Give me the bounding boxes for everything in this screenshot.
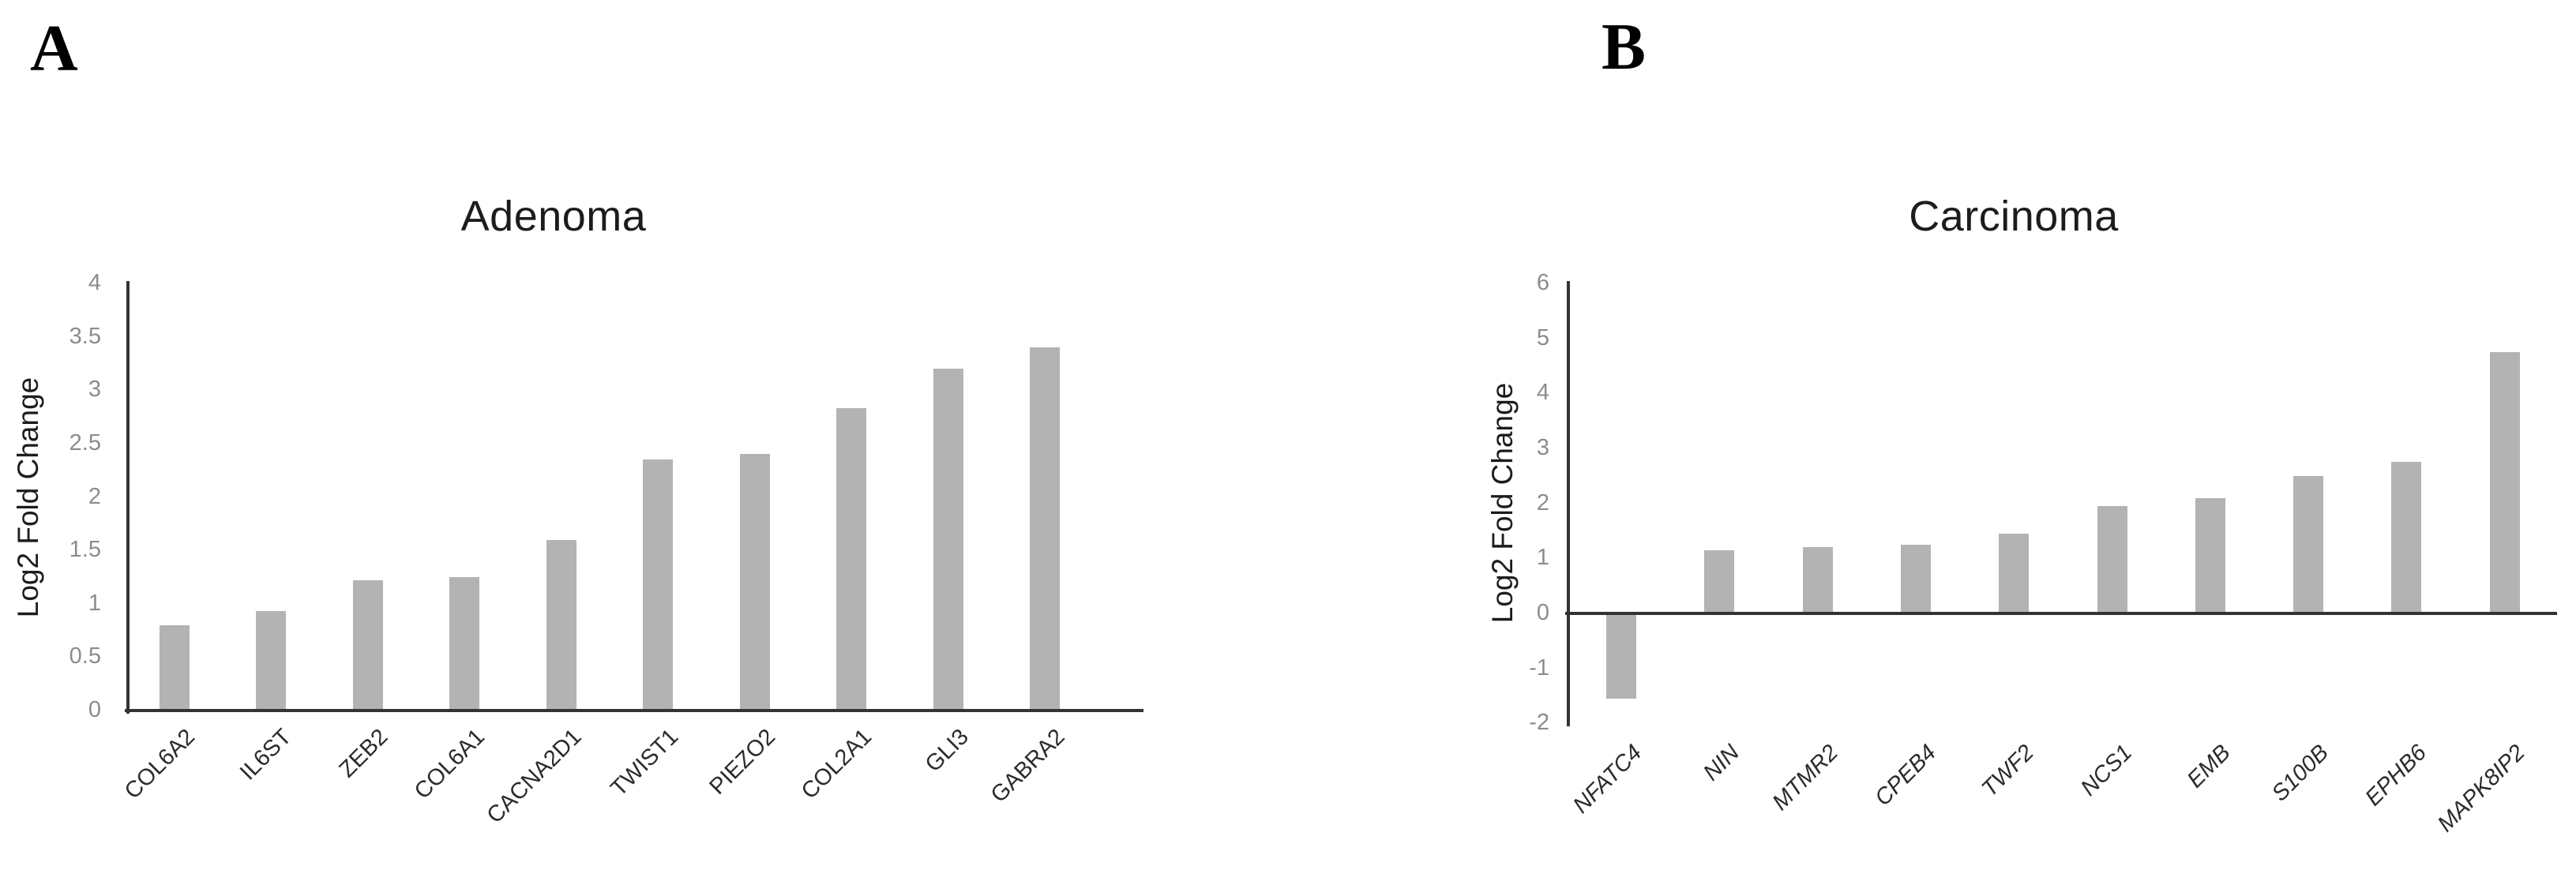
x-category-label: NIN <box>1699 740 1745 786</box>
panel-b-letter: B <box>1602 10 1647 84</box>
y-tick-label: 5 <box>1536 324 1549 351</box>
bar-IL6ST <box>256 611 287 711</box>
x-axis-line <box>1565 612 2557 615</box>
bar-CACNA2D1 <box>546 539 576 711</box>
y-tick-label: 1 <box>88 590 101 616</box>
y-tick-label: 4 <box>88 269 101 295</box>
bar-NFATC4 <box>1606 613 1636 699</box>
x-category-label: CACNA2D1 <box>482 724 587 829</box>
y-axis-line <box>126 281 130 714</box>
x-category-label: IL6ST <box>235 724 297 786</box>
y-tick-label: 4 <box>1536 380 1549 406</box>
bar-MAPK8IP2 <box>2489 351 2520 613</box>
bar-MTMR2 <box>1802 547 1833 613</box>
x-category-label: EPHB6 <box>2360 740 2432 812</box>
x-category-label: NFATC4 <box>1568 740 1647 819</box>
x-category-label: MAPK8IP2 <box>2432 740 2530 838</box>
y-tick-label: -2 <box>1529 710 1549 736</box>
x-category-label: PIEZO2 <box>704 724 780 800</box>
bar-CPEB4 <box>1900 544 1931 613</box>
y-tick-label: 1.5 <box>69 536 101 562</box>
y-tick-label: 2 <box>88 483 101 509</box>
bar-GABRA2 <box>1030 347 1061 711</box>
x-category-label: NCS1 <box>2076 740 2138 802</box>
bar-TWIST1 <box>643 459 674 711</box>
y-tick-label: 3.5 <box>69 323 101 349</box>
x-category-label: TWF2 <box>1977 740 2040 803</box>
x-category-label: GLI3 <box>920 724 974 778</box>
x-category-label: MTMR2 <box>1767 740 1843 816</box>
x-category-label: COL6A1 <box>409 724 490 804</box>
bar-ZEB2 <box>352 579 383 711</box>
bar-S100B <box>2293 475 2324 613</box>
x-category-label: CPEB4 <box>1869 740 1941 812</box>
x-axis-line <box>125 709 1143 712</box>
x-category-label: COL6A2 <box>119 724 200 804</box>
x-category-label: S100B <box>2266 740 2334 807</box>
bar-NCS1 <box>2097 506 2127 613</box>
y-tick-label: -1 <box>1529 654 1549 681</box>
bar-PIEZO2 <box>739 454 770 711</box>
y-tick-label: 6 <box>1536 269 1549 295</box>
y-axis-line <box>1567 280 1570 727</box>
bar-COL6A2 <box>160 624 190 711</box>
x-category-label: EMB <box>2182 740 2236 793</box>
y-tick-label: 0 <box>1536 599 1549 625</box>
bar-EMB <box>2195 497 2225 613</box>
bar-TWF2 <box>1999 533 2030 613</box>
bar-COL2A1 <box>836 408 867 711</box>
bar-EPHB6 <box>2391 462 2422 613</box>
y-tick-label: 0 <box>88 696 101 722</box>
panel-a-letter: A <box>30 12 78 85</box>
y-tick-label: 3 <box>1536 434 1549 460</box>
bar-NIN <box>1704 549 1735 613</box>
adenoma-chart-title: Adenoma <box>460 193 647 240</box>
x-category-label: GABRA2 <box>986 724 1070 808</box>
x-category-label: ZEB2 <box>334 724 393 783</box>
y-tick-label: 2.5 <box>69 429 101 456</box>
carcinoma-chart-title: Carcinoma <box>1909 193 2119 240</box>
y-tick-label: 2 <box>1536 489 1549 516</box>
y-tick-label: 0.5 <box>69 643 101 669</box>
x-category-label: COL2A1 <box>796 724 877 804</box>
bar-GLI3 <box>933 369 963 711</box>
y-tick-label: 1 <box>1536 545 1549 571</box>
y-tick-label: 3 <box>88 377 101 403</box>
x-category-label: TWIST1 <box>606 724 684 802</box>
bar-COL6A1 <box>449 576 480 711</box>
